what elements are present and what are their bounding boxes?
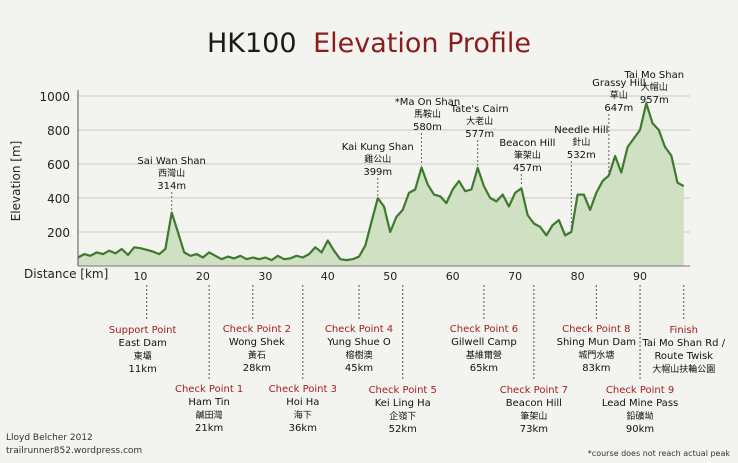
elevation-line [77, 102, 685, 262]
checkpoint-distance: 36km [289, 423, 317, 434]
peak-name: Sai Wan Shan [137, 156, 205, 167]
checkpoint-name: Hoi Ha [286, 397, 319, 408]
checkpoint-type: Check Point 5 [369, 385, 437, 396]
checkpoint-name: Yung Shue O [326, 337, 391, 348]
peak-name: Grassy Hill [592, 78, 645, 89]
x-tick-label: 80 [571, 270, 585, 283]
checkpoint-distance: 11km [129, 364, 157, 375]
credit-author: Lloyd Belcher 2012 [6, 433, 93, 443]
peak-height: 647m [604, 103, 633, 114]
y-tick-label: 200 [47, 226, 70, 240]
checkpoint-chinese: 鉛礦坳 [627, 410, 654, 422]
peak-chinese: 大帽山 [641, 81, 668, 93]
checkpoint-name: Gilwell Camp [451, 337, 517, 348]
checkpoint-name: Beacon Hill [506, 398, 562, 409]
checkpoint-type: Check Point 3 [269, 384, 337, 395]
checkpoint-chinese: 黃石 [248, 349, 266, 361]
checkpoint-chinese: 城門水塘 [578, 349, 614, 361]
chart-title: HK100 Elevation Profile [207, 28, 531, 59]
peak-name: Needle Hill [554, 125, 608, 136]
checkpoint-type: Support Point [109, 325, 177, 336]
checkpoint-distance: 52km [389, 424, 417, 435]
footnote: *course does not reach actual peak [588, 449, 731, 458]
checkpoint-name: Tai Mo Shan Rd / [641, 338, 725, 349]
checkpoint-name: Ham Tin [188, 397, 229, 408]
x-tick-label: 10 [133, 270, 147, 283]
peak-height: 532m [567, 150, 596, 161]
checkpoint-name: Shing Mun Dam [557, 337, 636, 348]
peak-chinese: 大老山 [466, 115, 493, 127]
peak-chinese: 筆架山 [514, 149, 541, 161]
checkpoint-distance: 90km [626, 424, 654, 435]
axes: 200 400 600 800 1000 Elevation [m] Distance [k… [9, 90, 690, 283]
checkpoint-type: Check Point 7 [500, 385, 568, 396]
x-tick-label: 20 [196, 270, 210, 283]
peak-name: *Ma On Shan [395, 97, 460, 108]
x-tick-label: 70 [508, 270, 522, 283]
y-tick-label: 600 [47, 158, 70, 172]
checkpoint-chinese: 基維爾營 [466, 349, 502, 361]
peak-chinese: 草山 [610, 89, 628, 101]
checkpoint-type: Check Point 2 [223, 324, 291, 335]
checkpoint-name: Wong Shek [229, 337, 285, 348]
checkpoint-name-line2: Route Twisk [654, 351, 713, 362]
checkpoint-type: Check Point 1 [175, 384, 243, 395]
y-tick-label: 800 [47, 124, 70, 138]
peak-height: 399m [363, 167, 392, 178]
x-tick-label: 60 [446, 270, 460, 283]
credit-url: trailrunner852.wordpress.com [6, 446, 142, 456]
checkpoint-chinese: 榕樹澳 [346, 349, 373, 361]
checkpoint-distance: 65km [470, 363, 498, 374]
checkpoint-name: Lead Mine Pass [602, 398, 678, 409]
checkpoint-type: Finish [670, 325, 698, 336]
x-tick-label: 50 [383, 270, 397, 283]
y-tick-label: 1000 [39, 90, 70, 104]
peak-height: 957m [640, 95, 669, 106]
peak-chinese: 馬鞍山 [414, 108, 441, 120]
checkpoint-distance: 45km [345, 363, 373, 374]
checkpoint-distance: 83km [582, 363, 610, 374]
checkpoint-type: Check Point 9 [606, 385, 674, 396]
elevation-area [78, 103, 684, 266]
x-axis-label: Distance [km] [24, 267, 108, 281]
peak-height: 580m [413, 122, 442, 133]
chart-title-part1: HK100 [207, 28, 297, 59]
peak-name: Kai Kung Shan [342, 142, 414, 153]
peak-height: 314m [157, 181, 186, 192]
chart-title-part2: Elevation Profile [313, 28, 531, 59]
peak-name: Tate's Cairn [450, 104, 509, 115]
checkpoint-type: Check Point 4 [325, 324, 393, 335]
x-tick-label: 90 [633, 270, 647, 283]
y-axis-label: Elevation [m] [9, 141, 23, 222]
peak-chinese: 西灣山 [158, 167, 185, 179]
checkpoint-type: Check Point 6 [450, 324, 518, 335]
checkpoint-chinese: 東壩 [134, 350, 152, 362]
x-tick-label: 30 [258, 270, 272, 283]
checkpoint-distance: 28km [243, 363, 271, 374]
peak-height: 457m [513, 163, 542, 174]
peak-chinese: 雞公山 [364, 153, 391, 165]
checkpoint-chinese: 海下 [294, 409, 312, 421]
peak-height: 577m [465, 129, 494, 140]
checkpoint-chinese: 企嶺下 [389, 410, 416, 422]
checkpoint-chinese: 筆架山 [520, 410, 547, 422]
checkpoint-type: Check Point 8 [562, 324, 630, 335]
y-tick-label: 400 [47, 192, 70, 206]
checkpoint-distance: 73km [520, 424, 548, 435]
checkpoint-chinese: 大帽山扶輪公園 [652, 363, 715, 375]
checkpoint-name: Kei Ling Ha [375, 398, 431, 409]
peak-chinese: 針山 [572, 136, 590, 148]
x-tick-label: 40 [321, 270, 335, 283]
peak-name: Tai Mo Shan [623, 70, 684, 81]
checkpoint-distance: 21km [195, 423, 223, 434]
checkpoint-chinese: 鹹田灣 [196, 409, 223, 421]
peak-name: Beacon Hill [499, 138, 555, 149]
checkpoint-name: East Dam [119, 338, 167, 349]
